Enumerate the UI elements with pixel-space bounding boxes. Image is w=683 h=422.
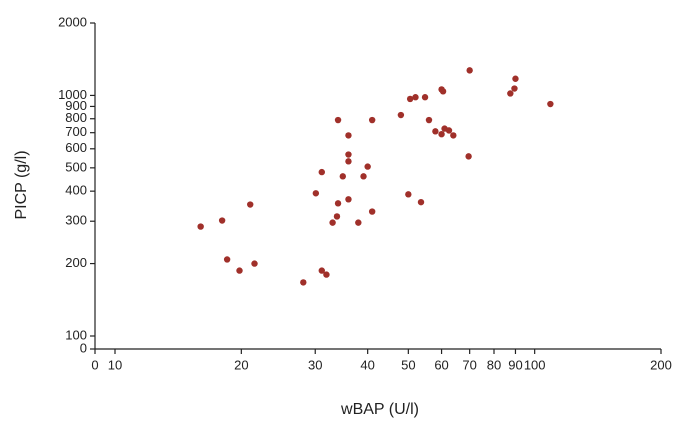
x-tick-label: 30 xyxy=(308,357,322,372)
x-tick-label: 70 xyxy=(462,357,476,372)
x-tick-label: 60 xyxy=(434,357,448,372)
y-tick-label: 0 xyxy=(80,340,87,355)
x-tick-label: 0 xyxy=(91,357,98,372)
point xyxy=(197,223,204,230)
point xyxy=(300,279,307,286)
point xyxy=(312,190,320,197)
point xyxy=(236,267,243,274)
y-axis-label: PICP (g/l) xyxy=(13,150,30,219)
point xyxy=(368,116,376,124)
point xyxy=(425,116,433,124)
point xyxy=(345,158,352,165)
point xyxy=(511,85,518,92)
y-tick-label: 300 xyxy=(65,213,87,228)
x-tick-label: 20 xyxy=(234,357,248,372)
point xyxy=(547,100,554,108)
x-tick-label: 10 xyxy=(108,357,122,372)
x-tick-label: 90 xyxy=(508,357,522,372)
point xyxy=(218,217,226,224)
y-tick-label: 2000 xyxy=(58,14,87,29)
point xyxy=(397,111,405,119)
x-tick-label: 40 xyxy=(360,357,374,372)
point xyxy=(251,260,258,267)
point xyxy=(360,173,367,180)
y-tick-label: 900 xyxy=(65,98,87,113)
point xyxy=(466,67,473,74)
y-tick-label: 500 xyxy=(65,159,87,174)
point xyxy=(323,271,330,278)
point xyxy=(417,198,425,206)
point xyxy=(439,88,447,95)
x-tick-label: 100 xyxy=(524,357,546,372)
y-tick-label: 400 xyxy=(65,183,87,198)
point xyxy=(345,132,352,139)
point xyxy=(329,219,336,226)
y-tick-label: 800 xyxy=(65,110,87,125)
point xyxy=(507,90,514,97)
point xyxy=(334,200,342,207)
point xyxy=(318,168,325,176)
point xyxy=(247,201,254,208)
point xyxy=(339,173,347,180)
point xyxy=(412,94,419,101)
point xyxy=(345,196,352,203)
point xyxy=(465,153,472,160)
point xyxy=(355,219,362,226)
x-axis-label: wBAP (U/l) xyxy=(340,401,419,418)
point xyxy=(512,75,519,82)
x-tick-label: 80 xyxy=(487,357,501,372)
point xyxy=(345,151,352,158)
point xyxy=(445,127,453,134)
y-tick-label: 600 xyxy=(65,140,87,155)
x-tick-label: 200 xyxy=(650,357,672,372)
point xyxy=(432,128,439,135)
y-tick-label: 100 xyxy=(65,327,87,342)
x-tick-label: 50 xyxy=(401,357,415,372)
point xyxy=(368,208,376,215)
y-tick-label: 200 xyxy=(65,255,87,270)
point xyxy=(223,256,231,263)
point xyxy=(421,94,429,101)
point xyxy=(438,130,445,138)
y-tick-label: 700 xyxy=(65,124,87,139)
point xyxy=(318,267,325,274)
point xyxy=(364,163,371,170)
point xyxy=(333,213,341,220)
point xyxy=(450,132,457,139)
point xyxy=(406,95,414,103)
point xyxy=(334,116,342,124)
y-tick-label: 1000 xyxy=(58,87,87,102)
point xyxy=(405,191,412,198)
